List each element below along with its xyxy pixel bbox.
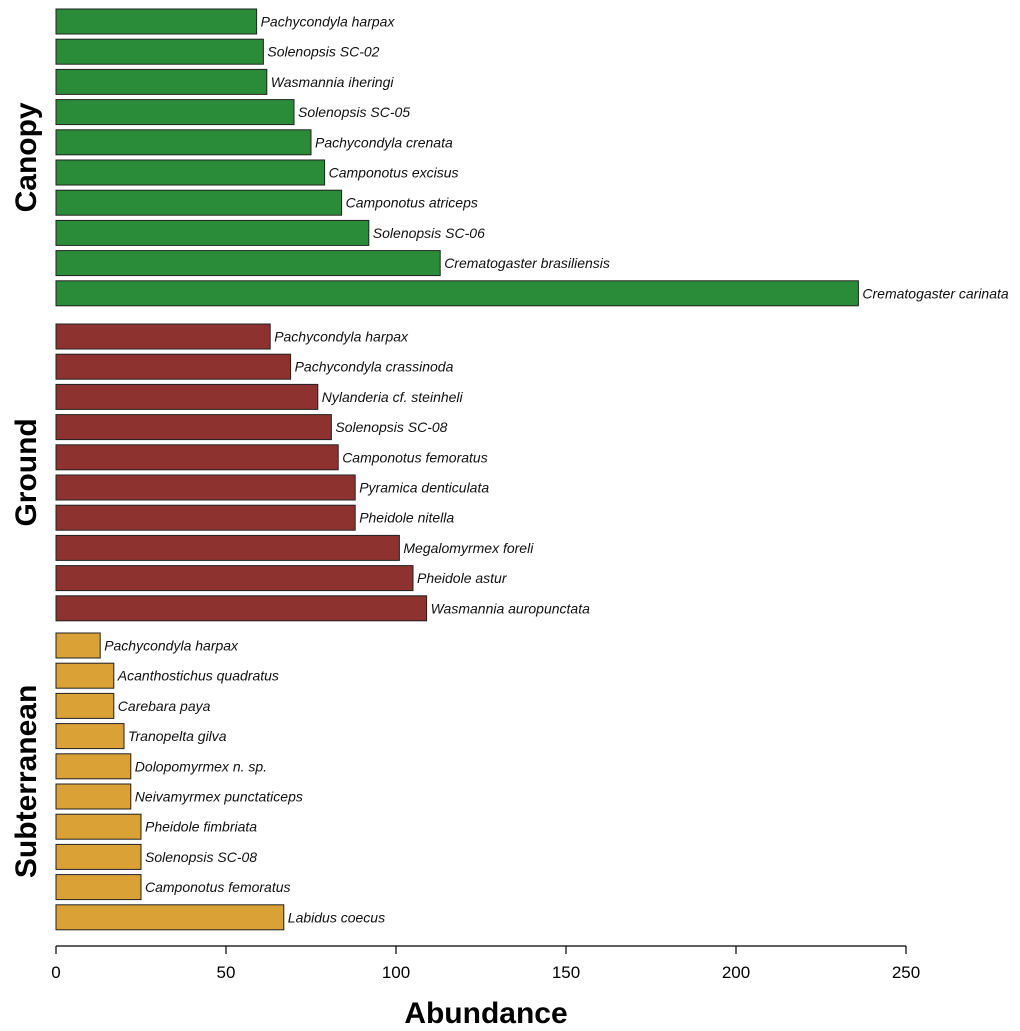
x-axis-ticks: 0 50 100 150 200 250 xyxy=(51,946,920,982)
bar xyxy=(55,474,356,501)
bar-label: Megalomyrmex foreli xyxy=(403,540,534,556)
bar-label: Carebara paya xyxy=(118,698,211,714)
bar-label: Pheidole astur xyxy=(417,570,508,586)
bar-label: Nylanderia cf. steinheli xyxy=(322,389,464,405)
bar-label: Solenopsis SC-06 xyxy=(373,225,485,241)
bar xyxy=(55,68,268,95)
bar-label: Solenopsis SC-08 xyxy=(335,419,447,435)
bar xyxy=(55,874,142,901)
bar xyxy=(55,504,356,531)
bar-label: Pachycondyla crassinoda xyxy=(295,359,454,375)
bar-label: Neivamyrmex punctaticeps xyxy=(135,789,303,805)
bar-label: Solenopsis SC-08 xyxy=(145,849,257,865)
bar-label: Wasmannia iheringi xyxy=(271,74,395,90)
group-canopy: Pachycondyla harpax Solenopsis SC-02 Wasma… xyxy=(10,8,1009,307)
bar xyxy=(55,353,292,380)
x-tick-label: 50 xyxy=(217,963,236,982)
bar-label: Camponotus excisus xyxy=(329,165,459,181)
bar xyxy=(55,129,312,156)
panel-label: Ground xyxy=(10,418,43,526)
bar xyxy=(55,565,414,592)
bar-label: Dolopomyrmex n. sp. xyxy=(135,758,267,774)
bar xyxy=(55,383,319,410)
panel-label: Subterranean xyxy=(10,685,43,878)
bar-label: Solenopsis SC-02 xyxy=(267,44,379,60)
bar-label: Tranopelta gilva xyxy=(128,728,227,744)
bar xyxy=(55,280,859,307)
bar-label: Labidus coecus xyxy=(288,909,385,925)
x-axis-title: Abundance xyxy=(404,997,567,1030)
bar xyxy=(55,323,271,350)
bar xyxy=(55,904,285,931)
bar-label: Crematogaster brasiliensis xyxy=(444,255,610,271)
bar-label: Pachycondyla crenata xyxy=(315,134,453,150)
bar xyxy=(55,662,115,689)
bar-label: Camponotus femoratus xyxy=(145,879,291,895)
bar xyxy=(55,38,264,65)
bar xyxy=(55,250,441,277)
bar xyxy=(55,99,295,126)
x-axis: 0 50 100 150 200 250 Abundance xyxy=(51,945,920,1030)
bar xyxy=(55,843,142,870)
bar-label: Pyramica denticulata xyxy=(359,480,489,496)
x-tick-label: 250 xyxy=(892,963,920,982)
bar-label: Acanthostichus quadratus xyxy=(117,668,279,684)
bar xyxy=(55,534,400,561)
group-ground: Pachycondyla harpax Pachycondyla crassino… xyxy=(10,323,590,622)
bar-label: Pachycondyla harpax xyxy=(261,14,396,30)
bar xyxy=(55,8,258,35)
bar xyxy=(55,692,115,719)
chart-panels: Pachycondyla harpax Solenopsis SC-02 Wasma… xyxy=(10,8,1009,931)
bar xyxy=(55,753,132,780)
bar xyxy=(55,783,132,810)
x-tick-label: 0 xyxy=(51,963,60,982)
bar-label: Camponotus atriceps xyxy=(346,195,478,211)
bar xyxy=(55,595,428,622)
bar xyxy=(55,723,125,750)
panel-label: Canopy xyxy=(10,102,43,212)
bar-label: Camponotus femoratus xyxy=(342,449,488,465)
bar xyxy=(55,159,326,186)
bar-label: Pheidole nitella xyxy=(359,510,454,526)
bar xyxy=(55,632,101,659)
bar-label: Pachycondyla harpax xyxy=(104,638,239,654)
x-tick-label: 100 xyxy=(382,963,410,982)
bar xyxy=(55,414,332,441)
bar-label: Pachycondyla harpax xyxy=(274,329,409,345)
x-tick-label: 150 xyxy=(552,963,580,982)
bar xyxy=(55,813,142,840)
bar-label: Crematogaster carinata xyxy=(862,285,1009,301)
x-tick-label: 200 xyxy=(722,963,750,982)
bar xyxy=(55,444,339,471)
bar xyxy=(55,219,370,246)
bar-label: Pheidole fimbriata xyxy=(145,819,257,835)
bar-label: Wasmannia auropunctata xyxy=(431,600,590,616)
group-subterranean: Pachycondyla harpax Acanthostichus quadra… xyxy=(10,632,385,931)
bar-label: Solenopsis SC-05 xyxy=(298,104,410,120)
bar xyxy=(55,189,343,216)
